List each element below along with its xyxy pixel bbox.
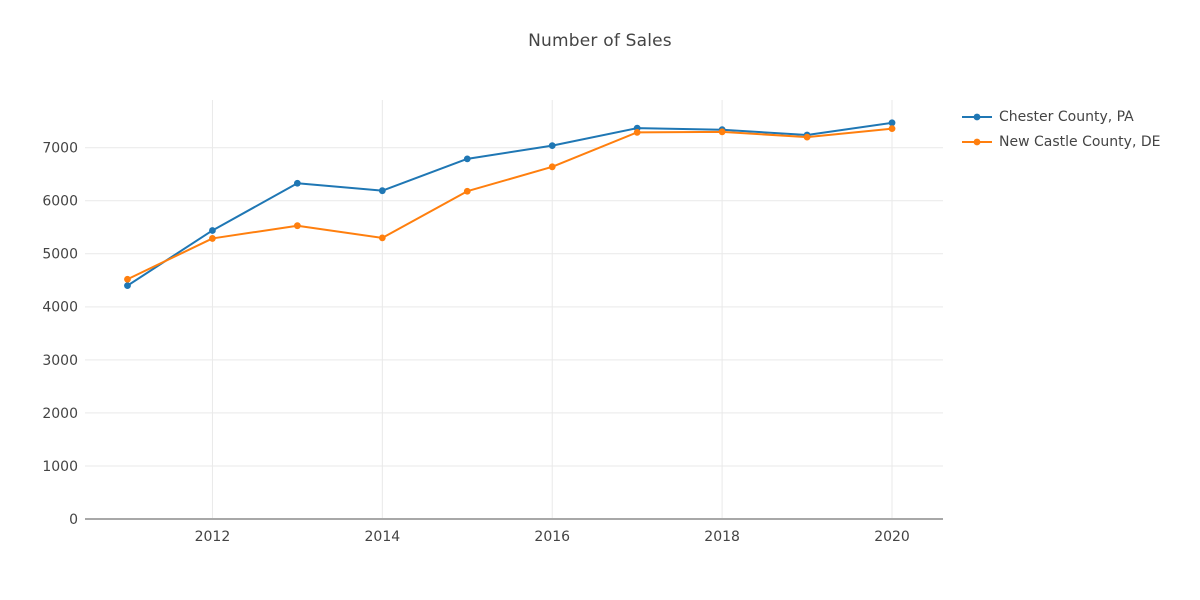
y-tick-label: 4000 — [42, 300, 78, 316]
data-point-new-castle-county-de[interactable] — [803, 133, 811, 141]
series-line-chester-county-pa[interactable] — [126, 121, 893, 287]
x-tick-label: 2014 — [365, 529, 401, 545]
y-tick-label: 0 — [69, 512, 78, 528]
data-point-chester-county-pa[interactable] — [124, 282, 131, 290]
data-point-new-castle-county-de[interactable] — [718, 128, 726, 136]
data-point-chester-county-pa[interactable] — [378, 187, 386, 195]
x-tick-label: 2016 — [534, 529, 570, 545]
legend-line-marker-icon — [962, 138, 992, 145]
data-point-chester-county-pa[interactable] — [463, 155, 471, 163]
data-point-new-castle-county-de[interactable] — [548, 163, 556, 171]
legend: Chester County, PA New Castle County, DE — [961, 104, 1160, 154]
data-point-chester-county-pa[interactable] — [209, 227, 216, 234]
y-tick-label: 6000 — [42, 194, 78, 210]
y-tick-label: 1000 — [42, 459, 78, 475]
y-tick-label: 3000 — [42, 353, 78, 369]
y-tick-label: 2000 — [42, 406, 78, 422]
x-tick-label: 2012 — [195, 529, 231, 545]
data-point-new-castle-county-de[interactable] — [633, 128, 641, 136]
x-tick-label: 2020 — [874, 529, 910, 545]
data-point-chester-county-pa[interactable] — [293, 179, 301, 187]
chart-title: Number of Sales — [528, 31, 672, 51]
x-tick-label: 2018 — [704, 529, 740, 545]
y-tick-label: 7000 — [42, 141, 78, 157]
data-point-new-castle-county-de[interactable] — [124, 275, 131, 283]
data-point-new-castle-county-de[interactable] — [888, 125, 896, 133]
data-point-new-castle-county-de[interactable] — [378, 234, 386, 242]
y-tick-label: 5000 — [42, 247, 78, 263]
data-point-new-castle-county-de[interactable] — [209, 235, 216, 242]
series-line-new-castle-county-de[interactable] — [127, 127, 893, 281]
data-point-new-castle-county-de[interactable] — [463, 187, 471, 195]
data-point-chester-county-pa[interactable] — [888, 119, 896, 127]
legend-line-marker-icon — [962, 113, 992, 120]
legend-label: Chester County, PA — [999, 108, 1134, 125]
legend-item-chester-county-pa[interactable]: Chester County, PA — [961, 104, 1160, 129]
legend-label: New Castle County, DE — [999, 133, 1161, 150]
legend-item-new-castle-county-de[interactable]: New Castle County, DE — [961, 129, 1160, 154]
data-point-new-castle-county-de[interactable] — [293, 222, 301, 230]
data-point-chester-county-pa[interactable] — [548, 142, 556, 150]
